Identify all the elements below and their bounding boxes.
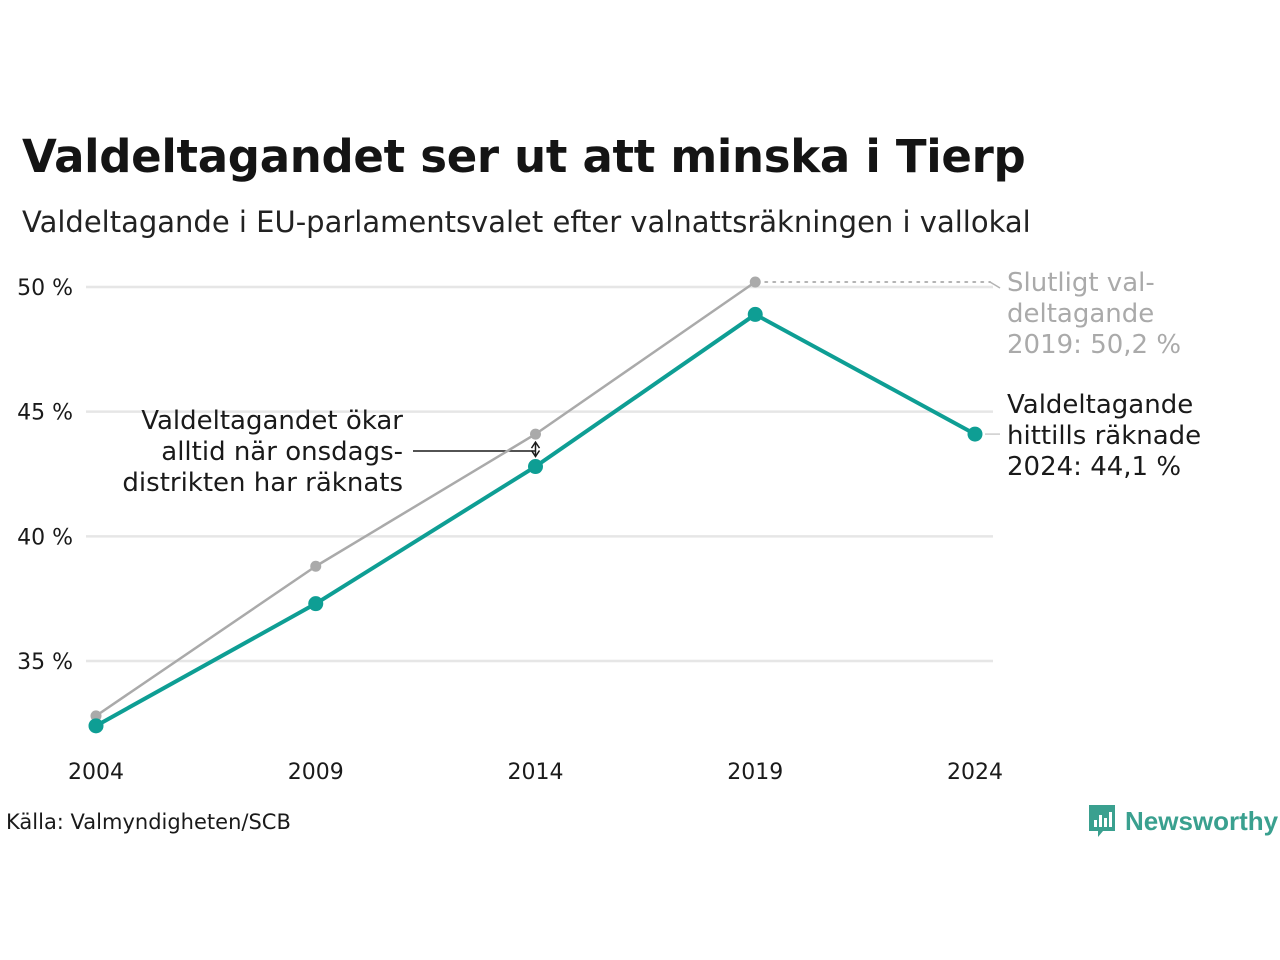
- y-axis-ticks: 35 % 40 % 45 % 50 %: [17, 276, 73, 675]
- annotation-final-2019-line: 2019: 50,2 %: [1007, 330, 1181, 360]
- annotation-final-2019: Slutligt val-deltagande 2019: 50,2 %: [1007, 268, 1181, 360]
- note-arrow-up-icon: [530, 440, 541, 449]
- chart-title: Valdeltagandet ser ut att minska i Tierp: [22, 130, 1026, 183]
- y-tick-label: 40 %: [17, 525, 73, 550]
- x-tick-label: 2009: [288, 760, 344, 785]
- x-tick-label: 2024: [947, 760, 1003, 785]
- annotation-wednesday-note-line: Valdeltagandet ökar: [141, 406, 403, 436]
- x-tick-label: 2004: [68, 760, 124, 785]
- newsworthy-logo-icon: [1089, 805, 1115, 837]
- y-tick-label: 35 %: [17, 650, 73, 675]
- data-point-preliminary: [308, 596, 324, 612]
- data-point-final: [749, 276, 761, 288]
- data-point-preliminary: [528, 459, 543, 475]
- source-note: Källa: Valmyndigheten/SCB: [6, 810, 291, 834]
- annotation-guides: [413, 281, 1001, 458]
- x-tick-label: 2019: [727, 760, 783, 785]
- final-2019-guide-tick: [989, 281, 1001, 289]
- annotation-prelim-2024-line: Valdeltagande: [1007, 390, 1193, 420]
- annotation-wednesday-note-line: distrikten har räknats: [122, 468, 403, 498]
- annotation-prelim-2024-line: hittills räknade: [1007, 421, 1201, 451]
- data-point-preliminary: [88, 718, 104, 734]
- grid-lines: [86, 285, 993, 663]
- annotation-wednesday-note: Valdeltagandet ökar alltid när onsdags-di…: [122, 406, 403, 498]
- series: [88, 276, 983, 734]
- annotation-final-2019-line: deltagande: [1007, 299, 1154, 329]
- annotation-prelim-2024-line: 2024: 44,1 %: [1007, 452, 1181, 482]
- data-point-preliminary: [967, 426, 983, 442]
- data-point-final: [530, 428, 541, 440]
- brand-logo: Newsworthy: [1087, 803, 1278, 839]
- chart-subtitle: Valdeltagande i EU-parlamentsvalet efter…: [22, 205, 1031, 239]
- y-tick-label: 50 %: [17, 276, 73, 301]
- annotations: Slutligt val-deltagande 2019: 50,2 % Valde…: [122, 268, 1201, 498]
- series-line-final: [95, 280, 756, 717]
- annotation-prelim-2024: Valdeltagande hittills räknade 2024: 44,1 …: [1007, 390, 1201, 482]
- annotation-wednesday-note-line: alltid när onsdags-: [161, 437, 403, 467]
- brand-name: Newsworthy: [1125, 805, 1279, 836]
- data-point-final: [310, 560, 322, 572]
- x-tick-label: 2014: [508, 760, 564, 785]
- annotation-final-2019-line: Slutligt val-: [1007, 268, 1155, 298]
- x-axis-ticks: 2004 2009 2014 2019 2024: [68, 760, 1003, 785]
- data-point-final: [90, 710, 102, 722]
- note-arrow-down-icon: [530, 450, 541, 458]
- y-tick-label: 45 %: [17, 401, 73, 426]
- series-line-preliminary: [95, 312, 976, 728]
- data-point-preliminary: [747, 306, 763, 322]
